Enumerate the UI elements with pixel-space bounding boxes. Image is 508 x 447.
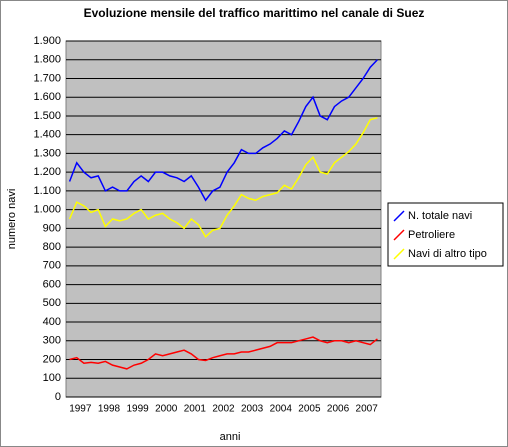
y-tick-label: 0 (55, 391, 61, 403)
y-tick-label: 500 (43, 297, 61, 309)
x-tick-label: 2006 (327, 404, 350, 415)
x-tick-label: 2005 (298, 404, 321, 415)
y-tick-label: 600 (43, 278, 61, 290)
y-tick-label: 100 (43, 372, 61, 384)
plot-area (65, 40, 382, 398)
y-tick-label: 1.100 (33, 185, 61, 197)
x-tick-label: 2003 (241, 404, 264, 415)
legend-box (387, 202, 504, 267)
data-line (69, 336, 378, 370)
x-tick-label: 2004 (270, 404, 293, 415)
legend-swatch (393, 210, 405, 222)
x-tick-label: 1998 (98, 404, 121, 415)
y-tick-label: 700 (43, 260, 61, 272)
y-tick-label: 1.200 (33, 166, 61, 178)
y-tick-label: 1.400 (33, 129, 61, 141)
y-tick-label: 300 (43, 335, 61, 347)
legend-label: N. totale navi (408, 210, 472, 222)
x-tick-label: 1999 (126, 404, 149, 415)
y-tick-label: 900 (43, 222, 61, 234)
y-tick-label: 1.600 (33, 91, 61, 103)
y-tick-label: 400 (43, 316, 61, 328)
x-tick-label: 2002 (212, 404, 235, 415)
x-axis-label: anni (220, 431, 241, 443)
y-tick-label: 1.300 (33, 147, 61, 159)
data-line (68, 117, 378, 238)
y-tick-label: 1.800 (33, 54, 61, 66)
y-tick-label: 1.500 (33, 110, 61, 122)
x-tick-label: 1997 (69, 404, 92, 415)
y-tick-label: 1.000 (33, 204, 61, 216)
y-tick-label: 1.900 (33, 35, 61, 47)
x-tick-label: 2007 (356, 404, 379, 415)
data-line (68, 59, 378, 202)
legend-swatch (393, 248, 405, 260)
y-tick-label: 800 (43, 241, 61, 253)
legend-label: Navi di altro tipo (408, 248, 487, 260)
x-tick-label: 2001 (184, 404, 207, 415)
y-tick-label: 1.700 (33, 72, 61, 84)
y-tick-label: 200 (43, 353, 61, 365)
y-axis-label: numero navi (6, 189, 18, 250)
legend-label: Petroliere (408, 229, 455, 241)
chart-title: Evoluzione mensile del traffico marittim… (84, 6, 425, 20)
legend-swatch (393, 229, 405, 241)
x-tick-label: 2000 (155, 404, 178, 415)
